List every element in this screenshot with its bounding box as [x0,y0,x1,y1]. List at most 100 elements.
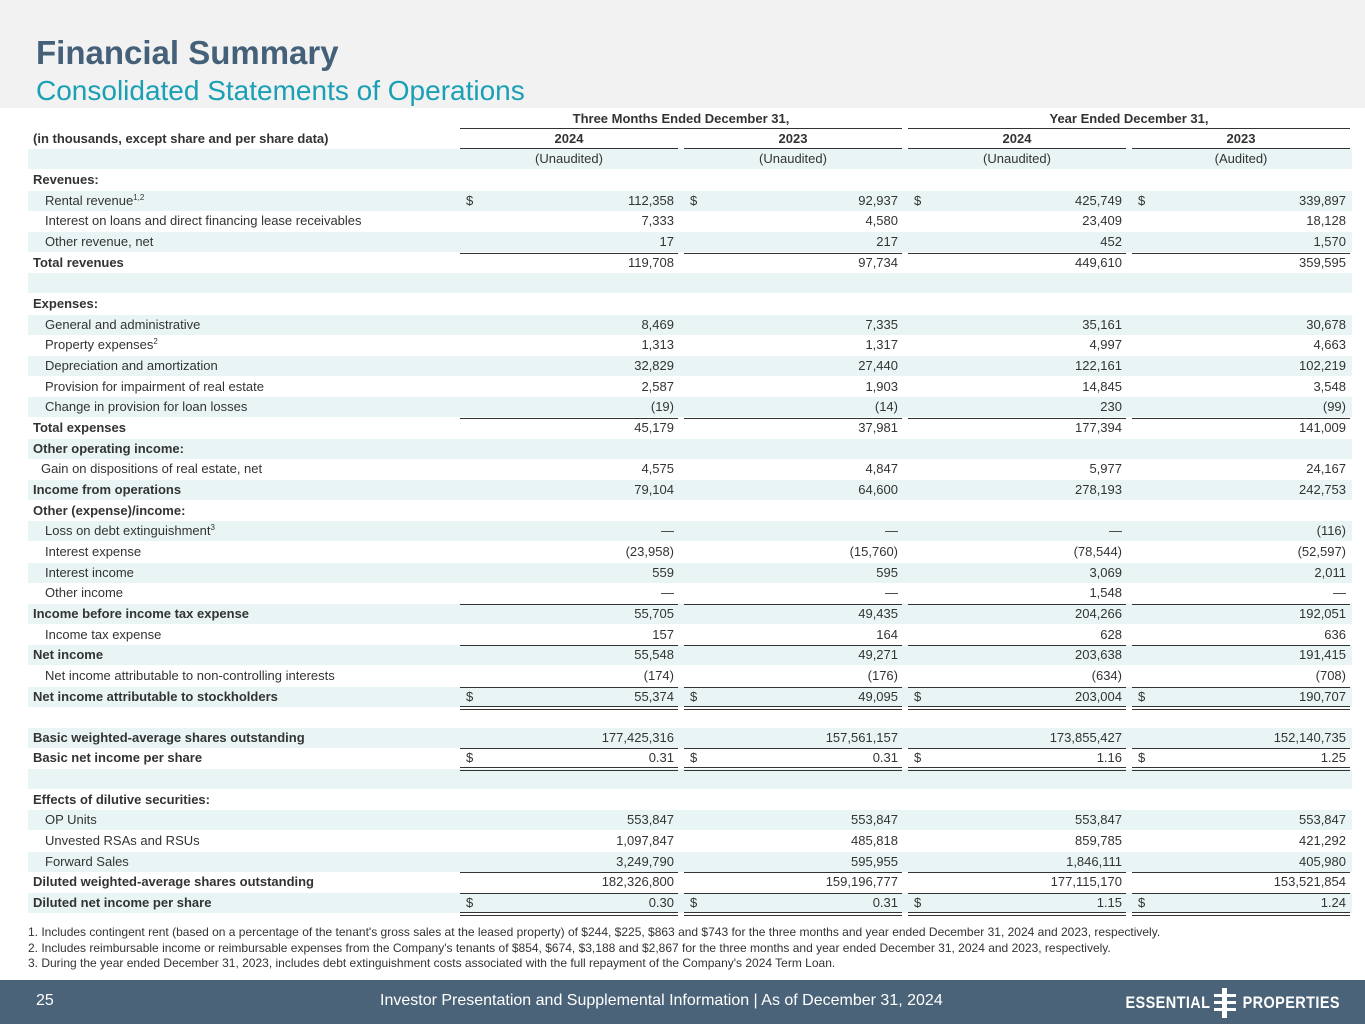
value-cell: 636 [1324,626,1346,642]
currency-sign: $ [1138,688,1146,704]
value-cell: 27,440 [858,357,898,373]
value-cell: 217 [876,233,898,249]
value-cell: 278,193 [1075,481,1122,497]
value-cell: 177,115,170 [1050,874,1122,890]
row-shade [28,727,1352,748]
audit-header: (Audited) [1214,151,1268,166]
double-rule [908,705,1126,710]
value-cell: 595,955 [851,853,898,869]
value-cell: 1.24 [1320,895,1346,911]
value-cell: 1.25 [1320,750,1346,766]
row-shade [28,438,1352,459]
currency-sign: $ [1138,750,1146,766]
group-rule [460,128,902,129]
value-cell: 553,847 [851,812,898,828]
total-rule [684,748,902,750]
currency-sign: $ [690,192,698,208]
row-label: Loss on debt extinguishment3 [45,523,215,539]
value-cell: 49,095 [858,688,898,704]
value-cell: 859,785 [1075,833,1122,849]
value-cell: 203,638 [1075,647,1122,663]
total-rule [684,603,902,605]
value-cell: 37,981 [858,419,898,435]
value-cell: 242,753 [1299,481,1346,497]
total-rule [460,893,678,895]
value-cell: 449,610 [1075,254,1122,270]
currency-sign: $ [914,895,922,911]
row-shade [28,851,1352,872]
value-cell: 2,587 [641,378,674,394]
total-rule [460,417,678,419]
value-cell: 339,897 [1299,192,1346,208]
value-cell: — [1333,585,1346,601]
row-label: Interest income [45,564,134,580]
year-header: 2024 [1002,131,1032,146]
currency-sign: $ [690,750,698,766]
row-label: Net income attributable to stockholders [33,688,278,704]
row-label: Income before income tax expense [33,605,250,621]
row-shade [28,810,1352,831]
row-label: Other operating income: [33,440,184,456]
value-cell: 122,161 [1075,357,1122,373]
row-label: Other (expense)/income: [33,502,186,518]
currency-sign: $ [1138,192,1146,208]
value-cell: 4,580 [865,213,898,229]
superscript: 2 [153,337,158,347]
total-rule [1132,252,1350,254]
row-label: Interest expense [45,543,142,559]
superscript: 1,2 [133,192,145,202]
row-label: Gain on dispositions of real estate, net [41,461,263,477]
header-background [0,0,1365,108]
footer: 25 Investor Presentation and Supplementa… [0,980,1365,1024]
value-cell: 595 [876,564,898,580]
total-rule [908,872,1126,874]
value-cell: 1,548 [1089,585,1122,601]
audit-header: (Unaudited) [535,151,603,166]
total-rule [1132,603,1350,605]
value-cell: 4,575 [641,461,674,477]
currency-sign: $ [466,750,474,766]
value-cell: 1,317 [865,337,898,353]
value-cell: 2,011 [1314,564,1346,580]
value-cell: 7,333 [641,213,674,229]
value-cell: 203,004 [1075,688,1122,704]
total-rule [1132,645,1350,647]
value-cell: 8,469 [641,316,674,332]
value-cell: 553,847 [1075,812,1122,828]
value-cell: 191,415 [1299,647,1346,663]
total-rule [684,686,902,688]
value-cell: 0.31 [872,750,898,766]
value-cell: (634) [1091,667,1122,683]
double-rule [684,912,902,917]
value-cell: 141,009 [1299,419,1346,435]
value-cell: 1,903 [865,378,898,394]
double-rule [1132,705,1350,710]
footnote: 2. Includes reimbursable income or reimb… [28,940,1111,955]
row-label: Net income attributable to non-controlli… [45,667,335,683]
total-rule [1132,748,1350,750]
value-cell: 485,818 [851,833,898,849]
row-shade [28,273,1352,294]
value-cell: — [1109,523,1122,539]
value-cell: 159,196,777 [825,874,898,890]
row-label: Property expenses2 [45,337,158,353]
row-label: Basic weighted-average shares outstandin… [33,729,305,745]
value-cell: 24,167 [1306,461,1346,477]
value-cell: 1.15 [1096,895,1122,911]
value-cell: (99) [1322,399,1346,415]
row-shade [28,769,1352,790]
year-header: 2024 [554,131,584,146]
currency-sign: $ [690,688,698,704]
row-shade [28,893,1352,914]
value-cell: 49,271 [858,647,898,663]
row-shade [28,397,1352,418]
value-cell: 425,749 [1075,192,1122,208]
value-cell: 152,140,735 [1273,729,1346,745]
row-label: Depreciation and amortization [45,357,218,373]
currency-sign: $ [914,750,922,766]
row-shade [28,355,1352,376]
footnote: 1. Includes contingent rent (based on a … [28,925,1161,939]
value-cell: 553,847 [1299,812,1346,828]
value-cell: 102,219 [1299,357,1346,373]
value-cell: (52,597) [1297,543,1346,559]
